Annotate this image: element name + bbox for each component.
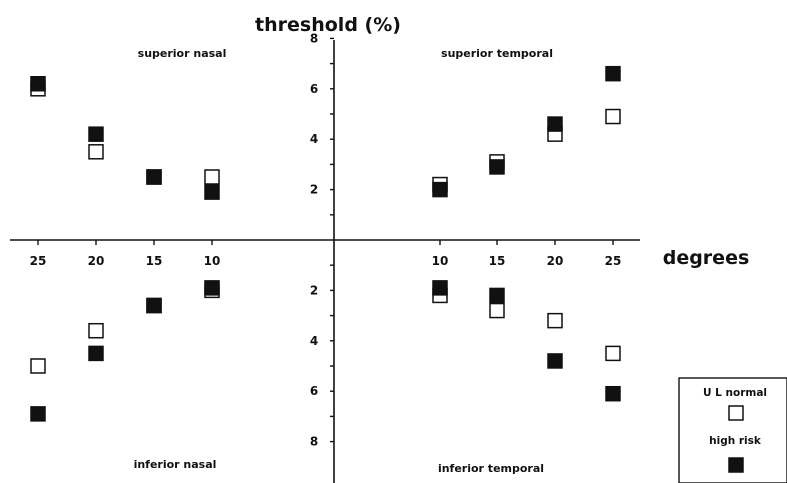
y-tick-label-superior: 8 xyxy=(310,31,318,45)
y-tick-label-inferior: 6 xyxy=(310,384,318,398)
high-risk-marker xyxy=(605,65,621,82)
legend-marker-high-risk xyxy=(728,457,744,473)
normal-marker xyxy=(605,345,621,362)
high-risk-marker xyxy=(489,287,505,304)
high-risk-marker xyxy=(432,280,448,296)
normal-marker xyxy=(88,322,104,339)
x-tick-label-nasal: 25 xyxy=(30,254,47,268)
high-risk-marker xyxy=(88,126,104,142)
chart-title: threshold (%) xyxy=(255,14,401,36)
y-tick-label-superior: 6 xyxy=(310,82,318,96)
high-risk-marker xyxy=(489,159,505,175)
y-tick-label-inferior: 2 xyxy=(310,283,318,297)
high-risk-marker xyxy=(432,181,448,198)
x-tick-label-temporal: 25 xyxy=(605,254,622,268)
high-risk-marker xyxy=(204,184,220,200)
high-risk-marker xyxy=(30,406,46,422)
x-tick-label-nasal: 10 xyxy=(204,254,221,268)
data-markers xyxy=(30,65,621,422)
legend-label-high-risk: high risk xyxy=(709,435,762,447)
legend: U L normal high risk xyxy=(678,377,787,483)
legend-marker-normal xyxy=(728,405,744,421)
high-risk-marker xyxy=(146,169,162,185)
high-risk-marker xyxy=(547,116,563,132)
x-tick-label-temporal: 20 xyxy=(547,254,564,268)
high-risk-marker xyxy=(146,297,162,314)
quadrant-label-inferior-nasal: inferior nasal xyxy=(134,458,217,471)
x-tick-label-nasal: 15 xyxy=(146,254,163,268)
axis-tick-labels: 2 4 6 8 2 4 6 8 25 20 15 10 10 15 20 25 xyxy=(30,31,622,448)
x-axis-label: degrees xyxy=(663,247,750,269)
normal-marker xyxy=(489,302,505,319)
quadrant-label-inferior-temporal: inferior temporal xyxy=(438,462,544,475)
quadrant-label-superior-temporal: superior temporal xyxy=(441,47,553,60)
x-tick-label-temporal: 15 xyxy=(489,254,506,268)
normal-marker xyxy=(30,358,46,374)
high-risk-marker xyxy=(605,385,621,402)
normal-marker xyxy=(547,312,563,329)
high-risk-marker xyxy=(88,345,104,362)
legend-label-normal: U L normal xyxy=(703,387,767,399)
high-risk-marker xyxy=(30,76,46,92)
y-tick-label-inferior: 4 xyxy=(310,334,318,348)
normal-marker xyxy=(204,169,220,185)
y-tick-label-superior: 2 xyxy=(310,183,318,197)
y-tick-label-inferior: 8 xyxy=(310,435,318,449)
normal-marker xyxy=(605,108,621,125)
x-tick-label-nasal: 20 xyxy=(88,254,105,268)
high-risk-marker xyxy=(204,280,220,296)
normal-marker xyxy=(88,144,104,160)
x-tick-label-temporal: 10 xyxy=(432,254,449,268)
high-risk-marker xyxy=(547,353,563,369)
y-tick-label-superior: 4 xyxy=(310,132,318,146)
axis-ticks xyxy=(37,37,614,443)
quadrant-label-superior-nasal: superior nasal xyxy=(138,47,227,60)
